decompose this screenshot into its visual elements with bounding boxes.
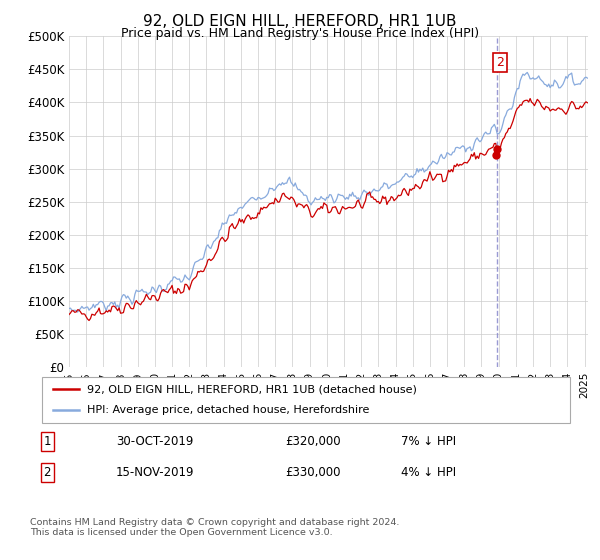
- Text: 30-OCT-2019: 30-OCT-2019: [116, 435, 193, 449]
- Text: £330,000: £330,000: [285, 466, 340, 479]
- Text: 92, OLD EIGN HILL, HEREFORD, HR1 1UB: 92, OLD EIGN HILL, HEREFORD, HR1 1UB: [143, 14, 457, 29]
- Text: 2: 2: [44, 466, 51, 479]
- Text: 2: 2: [496, 57, 504, 69]
- Text: 92, OLD EIGN HILL, HEREFORD, HR1 1UB (detached house): 92, OLD EIGN HILL, HEREFORD, HR1 1UB (de…: [87, 384, 417, 394]
- Text: 15-NOV-2019: 15-NOV-2019: [116, 466, 194, 479]
- Text: 4% ↓ HPI: 4% ↓ HPI: [401, 466, 456, 479]
- Text: £320,000: £320,000: [285, 435, 341, 449]
- Text: Price paid vs. HM Land Registry's House Price Index (HPI): Price paid vs. HM Land Registry's House …: [121, 27, 479, 40]
- Text: HPI: Average price, detached house, Herefordshire: HPI: Average price, detached house, Here…: [87, 405, 369, 416]
- Text: 7% ↓ HPI: 7% ↓ HPI: [401, 435, 456, 449]
- Text: 1: 1: [44, 435, 51, 449]
- FancyBboxPatch shape: [42, 377, 570, 423]
- Text: Contains HM Land Registry data © Crown copyright and database right 2024.
This d: Contains HM Land Registry data © Crown c…: [30, 518, 400, 538]
